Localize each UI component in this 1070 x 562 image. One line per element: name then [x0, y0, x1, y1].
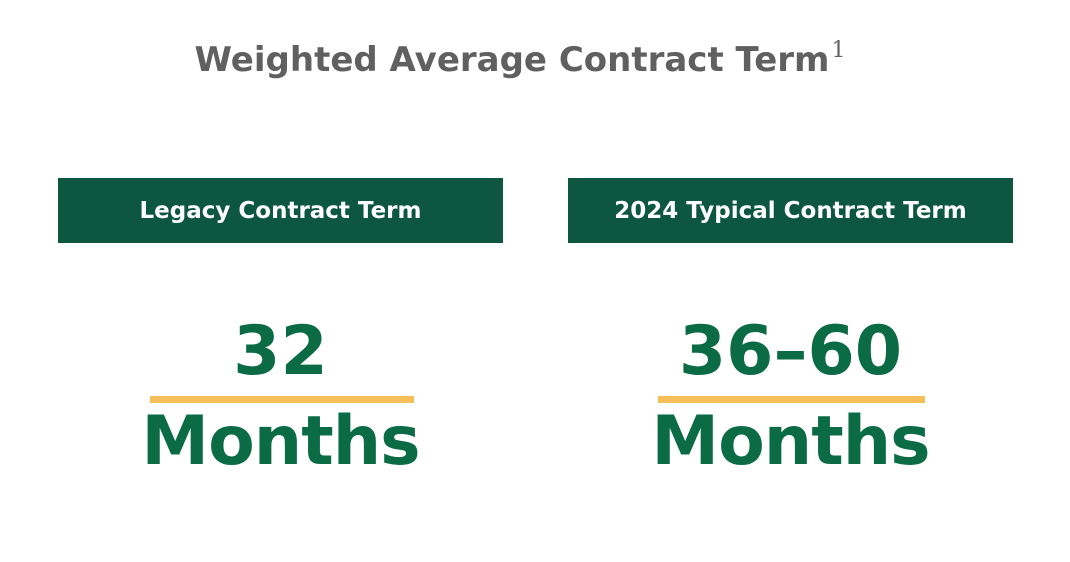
panel-value: 36–60 — [678, 312, 903, 391]
panel-unit: Months — [651, 402, 930, 481]
divider — [150, 396, 414, 403]
panel-header: Legacy Contract Term — [58, 178, 503, 243]
panel-value: 32 — [233, 312, 328, 391]
panel: 2024 Typical Contract Term 36–60 Months — [568, 178, 1013, 481]
panel: Legacy Contract Term 32 Months — [58, 178, 503, 481]
title-text: Weighted Average Contract Term — [194, 40, 830, 80]
footnote-marker: 1 — [831, 38, 846, 63]
panel-unit: Months — [141, 402, 420, 481]
panel-header: 2024 Typical Contract Term — [568, 178, 1013, 243]
divider — [658, 396, 925, 403]
title: Weighted Average Contract Term1 — [0, 38, 1040, 80]
